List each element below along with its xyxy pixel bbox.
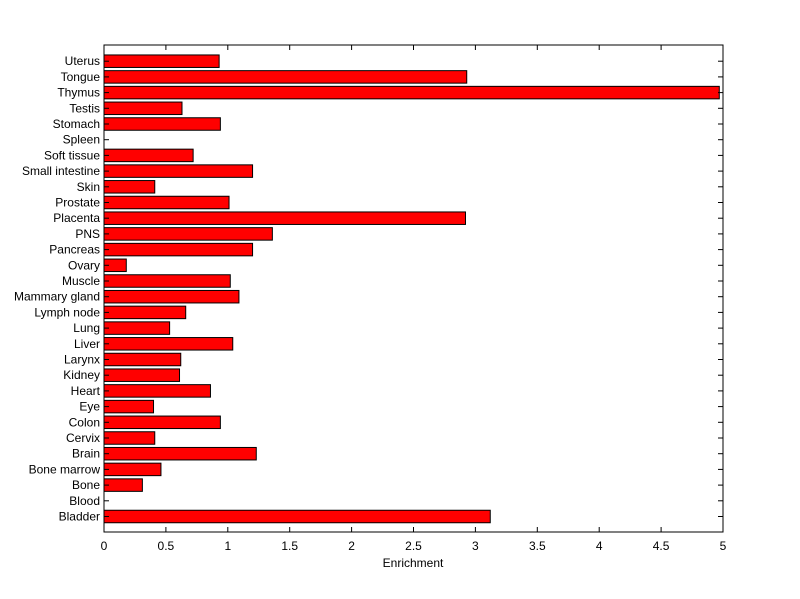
- y-tick-label: Lymph node: [34, 305, 100, 319]
- y-tick-label: Mammary gland: [14, 290, 100, 304]
- bar-testis: [103, 101, 183, 116]
- y-tick-label: Testis: [69, 101, 100, 115]
- y-tick-label: Stomach: [53, 117, 100, 131]
- bar-pancreas: [103, 242, 254, 257]
- bar-small-intestine: [103, 164, 254, 178]
- x-tick-label: 0: [101, 539, 108, 553]
- bar-bone: [103, 478, 143, 492]
- y-tick-label: Prostate: [55, 196, 100, 210]
- bar-lung: [103, 321, 171, 335]
- bar-thymus: [103, 85, 720, 100]
- y-tick-label: Cervix: [66, 431, 100, 445]
- bar-mammary-gland: [103, 289, 240, 304]
- y-tick-label: PNS: [75, 227, 100, 241]
- x-tick-label: 0.5: [158, 539, 175, 553]
- y-tick-label: Brain: [72, 447, 100, 461]
- y-tick-label: Bone marrow: [29, 462, 101, 476]
- bar-muscle: [103, 274, 231, 288]
- bar-heart: [103, 384, 211, 398]
- plot-frame: [103, 44, 724, 533]
- x-tick-label: 1: [224, 539, 231, 553]
- bar-liver: [103, 337, 234, 351]
- bar-prostate: [103, 195, 230, 210]
- y-tick-label: Thymus: [57, 86, 100, 100]
- bar-cervix: [103, 431, 156, 445]
- bar-bone-marrow: [103, 462, 162, 477]
- y-tick-label: Muscle: [62, 274, 100, 288]
- y-tick-label: Bone: [72, 478, 100, 492]
- y-tick-label: Tongue: [61, 70, 101, 84]
- x-tick-label: 3: [472, 539, 479, 553]
- y-tick-label: Kidney: [63, 368, 100, 382]
- bar-stomach: [103, 117, 221, 131]
- bar-placenta: [103, 211, 466, 225]
- bar-brain: [103, 446, 257, 461]
- y-tick-label: Spleen: [63, 133, 100, 147]
- bar-pns: [103, 227, 273, 241]
- y-tick-label: Skin: [77, 180, 100, 194]
- bar-tongue: [103, 70, 468, 84]
- x-tick-label: 2.5: [405, 539, 422, 553]
- bar-bladder: [103, 509, 491, 524]
- y-tick-label: Pancreas: [49, 243, 100, 257]
- bar-colon: [103, 415, 221, 430]
- y-tick-label: Soft tissue: [44, 148, 100, 162]
- y-tick-label: Uterus: [65, 54, 100, 68]
- y-tick-label: Blood: [69, 494, 100, 508]
- y-tick-label: Bladder: [59, 510, 100, 524]
- x-tick-label: 5: [720, 539, 727, 553]
- bar-skin: [103, 180, 156, 194]
- x-tick-label: 3.5: [529, 539, 546, 553]
- y-tick-label: Colon: [69, 415, 100, 429]
- y-tick-label: Lung: [73, 321, 100, 335]
- bar-larynx: [103, 352, 182, 367]
- x-tick-label: 1.5: [281, 539, 298, 553]
- bar-uterus: [103, 54, 220, 68]
- y-tick-label: Eye: [79, 400, 100, 414]
- x-tick-label: 4.5: [653, 539, 670, 553]
- x-tick-label: 2: [348, 539, 355, 553]
- y-tick-label: Small intestine: [22, 164, 100, 178]
- x-axis-label: Enrichment: [383, 556, 444, 570]
- y-tick-label: Liver: [74, 337, 100, 351]
- bar-soft-tissue: [103, 148, 194, 163]
- bar-eye: [103, 399, 155, 414]
- bar-kidney: [103, 368, 181, 382]
- bar-lymph-node: [103, 305, 187, 320]
- y-tick-label: Larynx: [64, 353, 100, 367]
- y-tick-label: Placenta: [53, 211, 100, 225]
- y-tick-label: Ovary: [68, 258, 100, 272]
- x-tick-label: 4: [596, 539, 603, 553]
- y-tick-label: Heart: [71, 384, 101, 398]
